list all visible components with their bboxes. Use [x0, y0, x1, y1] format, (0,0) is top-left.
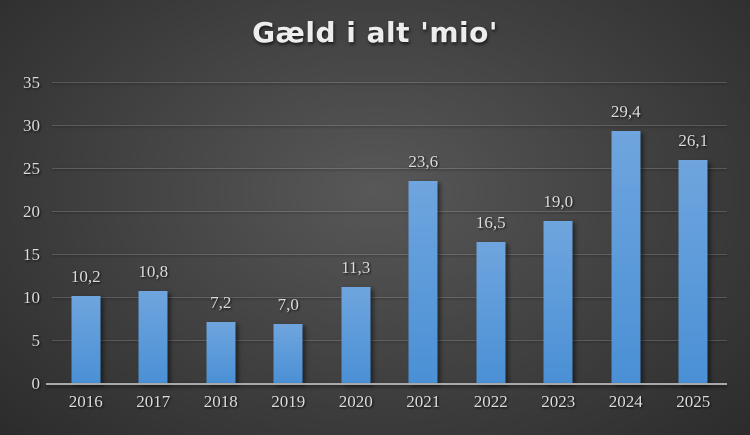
bar-value-label: 11,3 — [341, 257, 371, 277]
bar-value-label: 7,2 — [210, 293, 232, 313]
bar — [273, 323, 303, 384]
bar-slot: 10,2 — [52, 83, 120, 384]
gridlines-layer — [52, 82, 727, 384]
gridline — [52, 125, 727, 126]
x-axis-category-label: 2022 — [473, 392, 508, 411]
bar-value-label: 7,0 — [277, 294, 299, 314]
bar-slot: 7,2 — [187, 83, 255, 384]
bar-value-label: 16,5 — [475, 213, 506, 233]
x-axis-category-label: 2024 — [608, 392, 643, 411]
x-axis-category-label: 2025 — [676, 392, 711, 411]
bar-slot: 26,1 — [660, 83, 728, 384]
gridline — [52, 168, 727, 169]
bar-slot: 7,0 — [255, 83, 323, 384]
y-axis-tick-label: 5 — [31, 331, 41, 350]
bar-value-label: 10,8 — [138, 262, 169, 282]
y-axis-tick-label: 20 — [23, 202, 40, 221]
bar-slot: 16,5 — [457, 83, 525, 384]
bar-slot: 11,3 — [322, 83, 390, 384]
y-axis-tick-label: 15 — [23, 245, 40, 264]
x-axis-category-label: 2020 — [338, 392, 373, 411]
y-axis: 0 5 10 15 20 25 30 35 — [0, 73, 41, 393]
x-axis-category-label: 2021 — [406, 392, 441, 411]
y-axis-tick-label: 25 — [23, 159, 40, 178]
x-axis-category-label: 2016 — [68, 392, 103, 411]
y-axis-tick-label: 30 — [23, 116, 40, 135]
bar-slot: 29,4 — [592, 83, 660, 384]
bar — [408, 181, 438, 384]
gridline — [52, 211, 727, 212]
x-axis-category-label: 2023 — [541, 392, 576, 411]
x-axis-category-label: 2018 — [203, 392, 238, 411]
bar — [138, 291, 168, 384]
gridline — [52, 254, 727, 255]
x-axis: 2016 2017 2018 2019 2020 2021 2022 2023 2024 2025 — [52, 392, 727, 412]
y-axis-tick-label: 10 — [23, 288, 40, 307]
x-axis-category-label: 2017 — [136, 392, 171, 411]
gridline — [52, 297, 727, 298]
chart-title: Gæld i alt 'mio' — [252, 16, 498, 49]
bar-value-label: 26,1 — [678, 130, 709, 150]
bar-value-label: 29,4 — [610, 102, 641, 122]
bar — [611, 131, 641, 384]
bar-slot: 23,6 — [390, 83, 458, 384]
bar — [71, 296, 101, 384]
bar — [206, 322, 236, 384]
bar — [476, 242, 506, 384]
x-axis-line — [46, 383, 727, 385]
gridline — [52, 340, 727, 341]
plot-area: 10,2 10,8 7,2 7,0 11,3 23,6 16,5 19,0 29,4 26,1 — [52, 82, 727, 384]
bar-value-label: 23,6 — [408, 152, 439, 172]
bar-slot: 19,0 — [525, 83, 593, 384]
bar — [678, 159, 708, 384]
gridline — [52, 82, 727, 83]
y-axis-tick-label: 35 — [23, 73, 40, 92]
bar-slot: 10,8 — [120, 83, 188, 384]
bar — [543, 220, 573, 384]
bar — [341, 286, 371, 384]
bar-value-label: 10,2 — [70, 267, 101, 287]
y-axis-tick-label: 0 — [31, 374, 41, 393]
bars-container: 10,2 10,8 7,2 7,0 11,3 23,6 16,5 19,0 29,4 26,1 — [52, 83, 727, 384]
x-axis-category-label: 2019 — [271, 392, 306, 411]
bar-value-label: 19,0 — [543, 191, 574, 211]
